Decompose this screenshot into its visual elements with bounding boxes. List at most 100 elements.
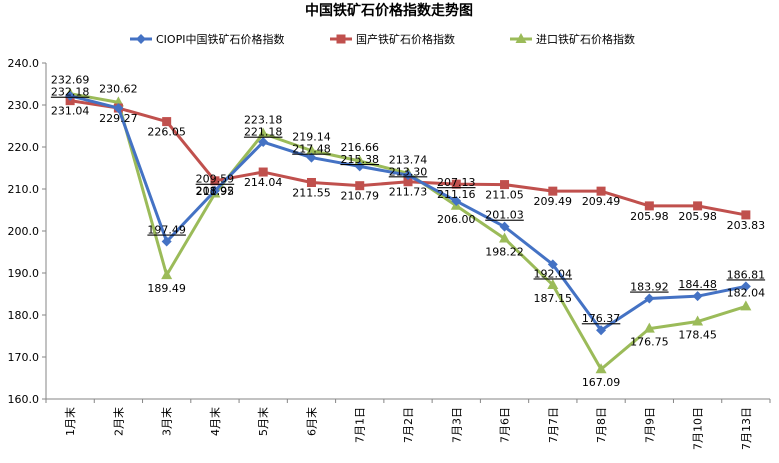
x-tick-label: 7月13日 xyxy=(740,407,753,450)
legend-marker xyxy=(336,34,346,44)
series-point xyxy=(595,363,607,374)
series-point xyxy=(403,177,413,187)
legend-item-0: CIOPI中国铁矿石价格指数 xyxy=(130,32,284,46)
data-label: 217.48 xyxy=(292,143,331,156)
series-point xyxy=(162,117,172,127)
data-label: 213.74 xyxy=(389,153,428,166)
data-label: 208.92 xyxy=(196,185,235,198)
series-point xyxy=(644,201,654,211)
x-tick-label: 2月末 xyxy=(111,407,125,436)
data-label: 205.98 xyxy=(630,210,669,223)
series-point xyxy=(257,127,269,138)
data-label: 223.18 xyxy=(244,114,283,127)
series-point xyxy=(548,186,558,196)
series-point xyxy=(306,177,316,187)
data-label: 232.18 xyxy=(51,86,90,99)
series-point xyxy=(596,325,607,336)
data-label: 189.49 xyxy=(147,282,186,295)
series-point xyxy=(355,181,365,191)
series-point xyxy=(499,221,510,232)
series-0 xyxy=(65,90,751,336)
data-label: 203.83 xyxy=(727,219,766,232)
series-point xyxy=(499,232,511,243)
series-layer xyxy=(64,87,752,374)
legend-label: CIOPI中国铁矿石价格指数 xyxy=(156,32,284,46)
data-label: 230.62 xyxy=(99,82,138,95)
legend: CIOPI中国铁矿石价格指数 国产铁矿石价格指数 进口铁矿石价格指数 xyxy=(130,32,635,46)
series-point xyxy=(161,236,172,247)
series-point xyxy=(113,103,124,114)
y-tick-label: 170.0 xyxy=(8,351,40,364)
x-tick-label: 1月末 xyxy=(63,407,77,436)
data-label: 209.59 xyxy=(196,173,235,186)
series-point xyxy=(741,210,751,220)
series-point xyxy=(740,300,752,311)
data-label: 214.04 xyxy=(244,176,283,189)
series-point xyxy=(258,137,269,148)
x-tick-label: 7月6日 xyxy=(499,407,512,443)
x-tick-label: 7月1日 xyxy=(354,407,367,443)
data-label: 182.04 xyxy=(727,286,766,299)
series-point xyxy=(354,155,366,166)
axes: 160.0 170.0 180.0 190.0 200.0 210.0 220.0 230.0… xyxy=(8,57,771,450)
series-point xyxy=(65,90,76,101)
series-point xyxy=(644,293,655,304)
data-label: 167.09 xyxy=(582,376,621,389)
data-label: 187.15 xyxy=(534,292,573,305)
data-label: 231.04 xyxy=(51,105,90,118)
x-tick-label: 7月9日 xyxy=(643,407,656,443)
data-label: 210.79 xyxy=(340,190,379,203)
data-label: 213.30 xyxy=(389,165,428,178)
x-tick-label: 6月末 xyxy=(304,407,318,436)
series-point xyxy=(451,179,461,189)
series-point xyxy=(305,144,317,155)
data-label: 232.69 xyxy=(51,74,90,87)
x-tick-label: 5月末 xyxy=(256,407,270,436)
legend-label: 进口铁矿石价格指数 xyxy=(536,32,635,46)
data-label: 207.13 xyxy=(437,176,476,189)
data-label: 219.14 xyxy=(292,131,331,144)
x-tick-label: 7月10日 xyxy=(692,407,705,450)
y-tick-label: 190.0 xyxy=(8,267,40,280)
series-point xyxy=(500,180,510,190)
y-tick-label: 230.0 xyxy=(8,99,40,112)
series-point xyxy=(354,161,365,172)
series-point xyxy=(161,269,173,280)
series-point xyxy=(547,278,559,289)
legend-item-1: 国产铁矿石价格指数 xyxy=(330,32,455,46)
data-label: 206.00 xyxy=(437,213,476,226)
data-label: 221.18 xyxy=(244,126,283,139)
series-point xyxy=(692,291,703,302)
series-point xyxy=(547,259,558,270)
legend-marker xyxy=(136,34,146,44)
series-point xyxy=(403,170,413,181)
legend-label: 国产铁矿石价格指数 xyxy=(356,32,455,46)
x-tick-label: 7月2日 xyxy=(402,407,415,443)
data-label: 198.22 xyxy=(485,245,524,258)
x-tick-label: 7月7日 xyxy=(547,407,560,443)
data-label: 186.81 xyxy=(727,268,766,281)
series-point xyxy=(451,196,462,207)
data-label: 226.05 xyxy=(147,126,186,139)
data-label: 209.49 xyxy=(534,195,573,208)
data-label: 176.75 xyxy=(630,336,669,349)
series-point xyxy=(643,322,655,333)
data-label: 211.16 xyxy=(437,188,476,201)
y-tick-label: 220.0 xyxy=(8,141,40,154)
data-label: 216.66 xyxy=(340,141,379,154)
series-point xyxy=(209,185,220,196)
series-point xyxy=(258,167,268,177)
data-label: 211.55 xyxy=(292,186,331,199)
data-label: 211.95 xyxy=(196,185,235,198)
y-tick-label: 240.0 xyxy=(8,57,40,70)
data-label: 192.04 xyxy=(534,267,573,280)
y-tick-label: 160.0 xyxy=(8,393,40,406)
data-label: 184.48 xyxy=(678,278,717,291)
data-label: 183.92 xyxy=(630,281,669,294)
series-point xyxy=(740,281,751,292)
data-label: 229.27 xyxy=(99,112,138,125)
series-point xyxy=(210,176,220,186)
